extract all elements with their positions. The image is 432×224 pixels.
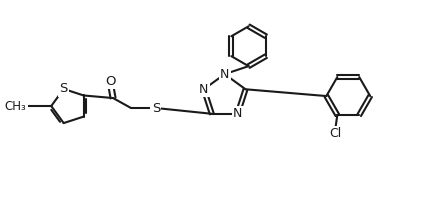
Text: O: O xyxy=(105,75,115,88)
Text: N: N xyxy=(199,83,209,96)
Text: S: S xyxy=(152,101,160,114)
Text: N: N xyxy=(233,107,242,120)
Text: S: S xyxy=(60,82,68,95)
Text: N: N xyxy=(220,68,229,81)
Text: CH₃: CH₃ xyxy=(5,99,26,112)
Text: Cl: Cl xyxy=(329,127,341,140)
